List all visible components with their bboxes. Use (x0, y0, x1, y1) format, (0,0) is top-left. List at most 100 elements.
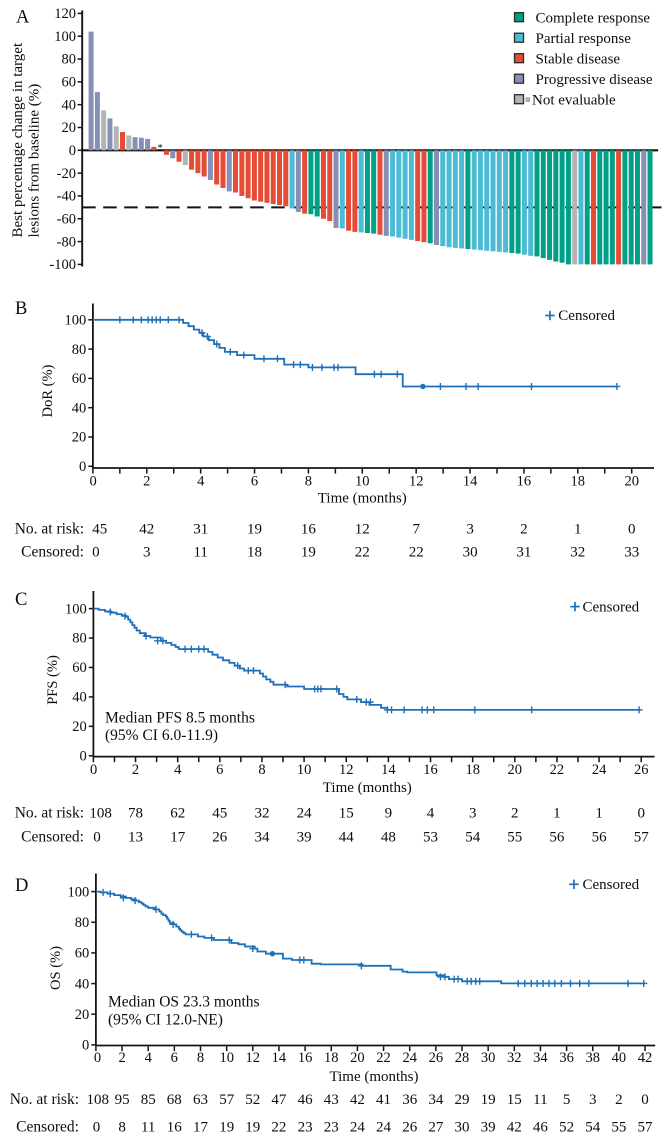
svg-text:1: 1 (574, 522, 582, 538)
svg-text:40: 40 (75, 976, 90, 992)
svg-text:2: 2 (520, 522, 528, 538)
svg-text:54: 54 (465, 830, 481, 846)
svg-text:0: 0 (94, 1050, 101, 1066)
svg-text:22: 22 (409, 544, 424, 560)
svg-text:Median OS 23.3 months: Median OS 23.3 months (108, 994, 260, 1011)
svg-text:22: 22 (550, 762, 565, 778)
svg-text:10: 10 (219, 1050, 234, 1066)
svg-text:9: 9 (385, 806, 393, 822)
svg-text:42: 42 (350, 1092, 365, 1108)
svg-text:24: 24 (297, 806, 313, 822)
svg-text:D: D (15, 876, 28, 896)
svg-text:34: 34 (533, 1050, 548, 1066)
svg-text:20: 20 (508, 762, 523, 778)
svg-text:1: 1 (553, 806, 561, 822)
svg-text:45: 45 (92, 522, 107, 538)
svg-text:Censored: Censored (583, 599, 640, 615)
svg-text:19: 19 (481, 1092, 496, 1108)
svg-text:32: 32 (570, 544, 585, 560)
svg-text:0: 0 (69, 143, 76, 159)
svg-text:80: 80 (62, 52, 77, 68)
svg-text:16: 16 (167, 1119, 183, 1135)
svg-text:30: 30 (455, 1119, 470, 1135)
svg-text:4: 4 (174, 762, 182, 778)
svg-text:100: 100 (65, 313, 87, 329)
svg-text:48: 48 (381, 830, 396, 846)
svg-text:36: 36 (559, 1050, 574, 1066)
svg-text:36: 36 (402, 1092, 418, 1108)
svg-text:Progressive disease: Progressive disease (536, 72, 653, 88)
svg-text:120: 120 (54, 6, 76, 22)
svg-text:8: 8 (305, 473, 312, 489)
svg-text:60: 60 (62, 75, 77, 91)
svg-text:26: 26 (634, 762, 649, 778)
svg-text:68: 68 (167, 1092, 182, 1108)
svg-text:0: 0 (641, 1092, 649, 1108)
svg-text:6: 6 (171, 1050, 178, 1066)
svg-text:16: 16 (301, 522, 317, 538)
svg-text:30: 30 (481, 1050, 496, 1066)
svg-text:0: 0 (93, 1119, 101, 1135)
svg-text:0: 0 (79, 459, 86, 475)
svg-text:Best percentage change in targ: Best percentage change in target (10, 42, 26, 237)
svg-text:52: 52 (245, 1092, 260, 1108)
svg-text:20: 20 (350, 1050, 365, 1066)
svg-text:22: 22 (271, 1119, 286, 1135)
svg-text:0: 0 (637, 806, 645, 822)
svg-text:47: 47 (271, 1092, 287, 1108)
svg-text:3: 3 (143, 544, 151, 560)
svg-text:A: A (16, 8, 30, 28)
svg-text:20: 20 (72, 719, 87, 735)
svg-text:18: 18 (247, 544, 262, 560)
svg-text:19: 19 (219, 1119, 234, 1135)
svg-text:24: 24 (592, 762, 607, 778)
svg-text:4: 4 (145, 1050, 153, 1066)
svg-text:23: 23 (324, 1119, 339, 1135)
svg-text:85: 85 (141, 1092, 156, 1108)
svg-text:11: 11 (141, 1119, 155, 1135)
svg-text:8: 8 (197, 1050, 204, 1066)
svg-text:20: 20 (72, 430, 87, 446)
svg-text:12: 12 (246, 1050, 261, 1066)
svg-text:-100: -100 (49, 257, 76, 273)
svg-text:26: 26 (429, 1050, 444, 1066)
svg-text:55: 55 (611, 1119, 626, 1135)
svg-text:18: 18 (324, 1050, 339, 1066)
svg-text:Median PFS 8.5 months: Median PFS 8.5 months (105, 710, 255, 727)
svg-text:29: 29 (455, 1092, 470, 1108)
svg-text:2: 2 (143, 473, 150, 489)
svg-text:12: 12 (339, 762, 354, 778)
svg-text:56: 56 (549, 830, 565, 846)
svg-text:24: 24 (376, 1119, 392, 1135)
svg-text:5: 5 (563, 1092, 571, 1108)
svg-text:2: 2 (511, 806, 519, 822)
svg-text:20: 20 (624, 473, 639, 489)
svg-text:2: 2 (132, 762, 139, 778)
svg-text:0: 0 (80, 749, 87, 765)
svg-text:-20: -20 (57, 166, 76, 182)
svg-text:57: 57 (638, 1119, 654, 1135)
svg-text:108: 108 (87, 1092, 110, 1108)
svg-text:17: 17 (193, 1119, 209, 1135)
svg-text:20: 20 (75, 1007, 90, 1023)
svg-text:78: 78 (128, 806, 143, 822)
svg-text:53: 53 (423, 830, 438, 846)
svg-text:8: 8 (258, 762, 265, 778)
svg-text:C: C (15, 590, 27, 610)
svg-text:Censored: Censored (583, 877, 640, 893)
svg-text:Time (months): Time (months) (323, 780, 412, 796)
svg-text:32: 32 (507, 1050, 522, 1066)
svg-text:19: 19 (245, 1119, 260, 1135)
svg-text:60: 60 (72, 660, 87, 676)
svg-text:-40: -40 (57, 189, 76, 205)
svg-text:8: 8 (118, 1119, 126, 1135)
svg-text:Censored:: Censored: (21, 829, 84, 846)
svg-text:16: 16 (298, 1050, 313, 1066)
svg-text:16: 16 (423, 762, 438, 778)
svg-text:Time (months): Time (months) (329, 1069, 418, 1085)
svg-text:0: 0 (92, 544, 100, 560)
svg-text:12: 12 (409, 473, 424, 489)
svg-text:12: 12 (355, 522, 370, 538)
svg-text:40: 40 (72, 400, 87, 416)
svg-text:43: 43 (324, 1092, 339, 1108)
